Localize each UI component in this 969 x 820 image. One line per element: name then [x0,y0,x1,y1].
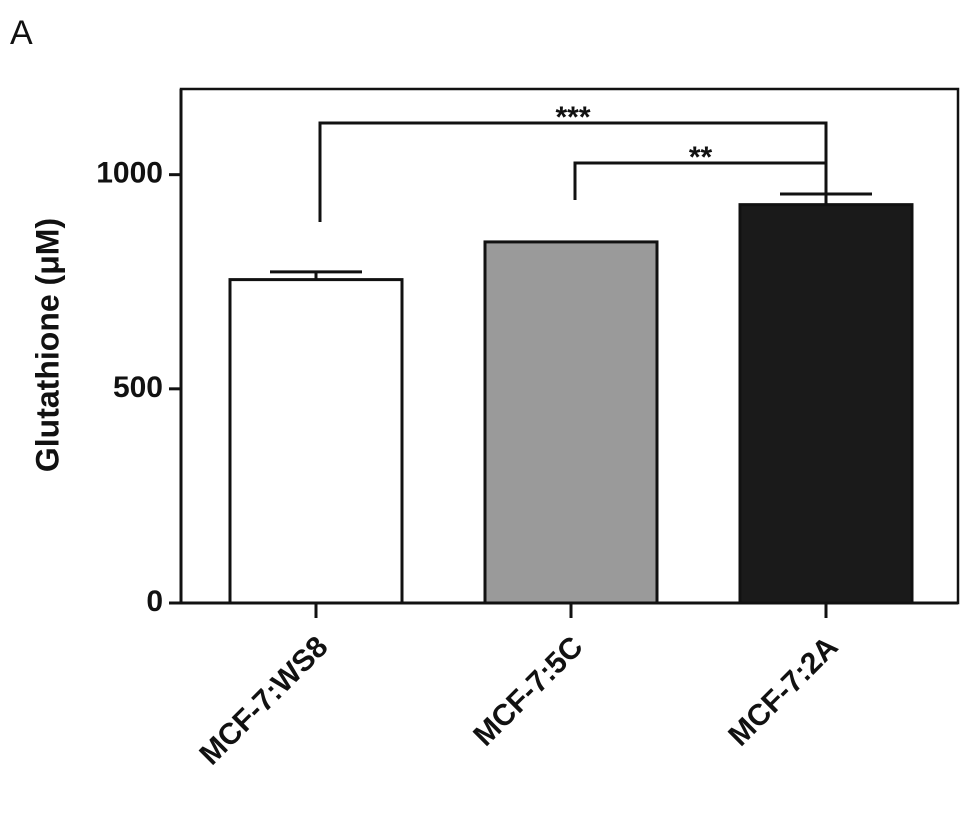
y-tick-label: 1000 [96,157,163,190]
y-tick-label: 0 [146,585,163,618]
significance-label: *** [555,101,590,134]
y-tick-label: 500 [113,371,163,404]
significance-bracket [573,161,828,200]
bar [738,203,914,605]
significance-label: ** [689,141,713,174]
x-tick-label: MCF-7:WS8 [193,630,334,771]
x-tick-label: MCF-7:2A [722,630,844,752]
significance-bracket [318,121,828,222]
panel-label: A [10,14,33,52]
bar [483,240,659,605]
x-tick-label: MCF-7:5C [467,630,589,752]
y-axis-label: Glutathione (μM) [29,218,65,472]
bar [228,278,404,605]
